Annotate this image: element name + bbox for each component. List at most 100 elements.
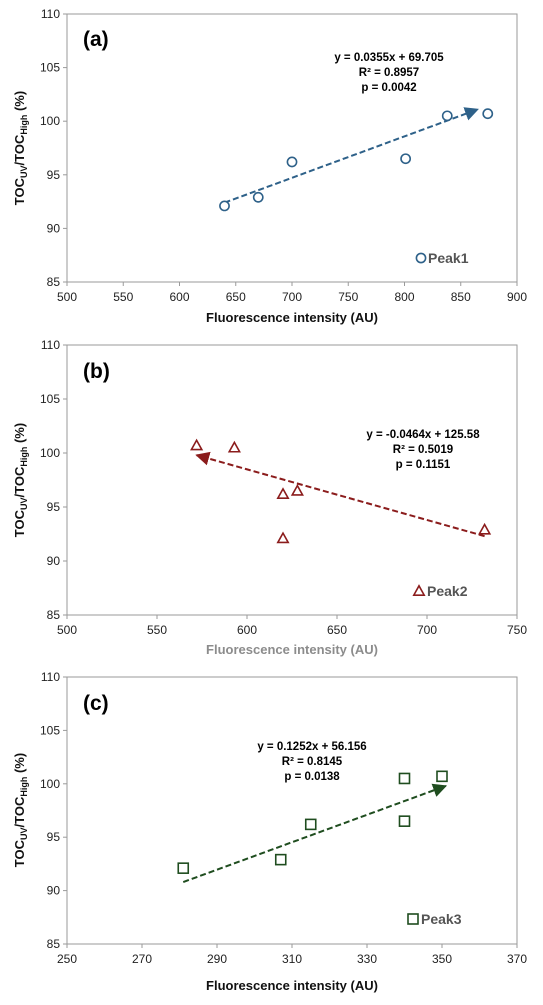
panel-c: 85 90 95 100 105 110 250 270 290 310 330 350 370 (c… bbox=[12, 670, 527, 993]
x-ticks: 500 550 600 650 700 750 800 850 900 bbox=[57, 282, 527, 304]
data-point bbox=[177, 862, 190, 874]
data-point bbox=[274, 853, 287, 866]
x-ticks: 500 550 600 650 700 750 bbox=[57, 615, 527, 637]
data-point bbox=[252, 191, 264, 203]
equation-line: y = -0.0464x + 125.58 bbox=[366, 429, 480, 441]
x-tick-label: 750 bbox=[507, 623, 527, 637]
y-ticks: 85 90 95 100 105 110 bbox=[40, 670, 67, 951]
equation-line: y = 0.1252x + 56.156 bbox=[257, 741, 366, 753]
legend: Peak2 bbox=[412, 583, 468, 599]
data-point bbox=[290, 483, 304, 496]
y-tick-label: 105 bbox=[40, 61, 60, 75]
legend: Peak1 bbox=[415, 250, 469, 266]
x-tick-label: 310 bbox=[282, 952, 302, 966]
y-tick-label: 100 bbox=[40, 446, 60, 460]
trendline-arrow bbox=[224, 107, 479, 204]
x-tick-label: 330 bbox=[357, 952, 377, 966]
x-tick-label: 700 bbox=[282, 290, 302, 304]
r-squared-line: R² = 0.8957 bbox=[359, 67, 419, 79]
legend-label: Peak2 bbox=[427, 583, 468, 599]
x-axis-label: Fluorescence intensity (AU) bbox=[206, 642, 378, 657]
legend-marker bbox=[407, 913, 419, 925]
legend-marker bbox=[412, 584, 426, 596]
legend-swatch bbox=[415, 252, 427, 264]
panel-label: (b) bbox=[83, 360, 110, 383]
x-tick-label: 250 bbox=[57, 952, 77, 966]
p-value-line: p = 0.0138 bbox=[284, 771, 340, 783]
data-point bbox=[441, 110, 453, 122]
x-tick-label: 600 bbox=[169, 290, 189, 304]
panel-a: 85 90 95 100 105 110 500 550 600 650 700 750 800 850… bbox=[12, 7, 527, 325]
y-axis-label: TOCUV/TOCHigh (%) bbox=[12, 423, 29, 537]
x-tick-label: 600 bbox=[237, 623, 257, 637]
data-point bbox=[304, 818, 317, 831]
trendline bbox=[224, 107, 479, 204]
x-ticks: 250 270 290 310 330 350 370 bbox=[57, 944, 527, 966]
x-tick-label: 550 bbox=[147, 623, 167, 637]
panel-b: 85 90 95 100 105 110 500 550 600 650 700 750 (b) y… bbox=[12, 338, 527, 657]
y-ticks: 85 90 95 100 105 110 bbox=[40, 7, 67, 289]
y-tick-label: 110 bbox=[41, 338, 60, 352]
equation-block: y = -0.0464x + 125.58 R² = 0.5019 p = 0.… bbox=[366, 429, 480, 471]
x-axis-label: Fluorescence intensity (AU) bbox=[206, 978, 378, 993]
x-tick-label: 500 bbox=[57, 623, 77, 637]
legend-swatch bbox=[407, 913, 419, 925]
data-point bbox=[436, 770, 448, 783]
data-point bbox=[400, 153, 412, 165]
data-point bbox=[227, 440, 241, 453]
y-tick-label: 105 bbox=[40, 392, 60, 406]
panel-label: (c) bbox=[83, 692, 109, 715]
y-tick-label: 90 bbox=[47, 221, 61, 235]
y-ticks: 85 90 95 100 105 110 bbox=[40, 338, 67, 622]
y-tick-label: 110 bbox=[41, 7, 60, 21]
trendline bbox=[182, 783, 448, 883]
x-tick-label: 650 bbox=[226, 290, 246, 304]
y-tick-label: 85 bbox=[47, 937, 61, 951]
x-tick-label: 650 bbox=[327, 623, 347, 637]
plot-frame bbox=[66, 344, 518, 616]
data-points bbox=[219, 108, 494, 212]
x-tick-label: 700 bbox=[417, 623, 437, 637]
y-tick-label: 95 bbox=[47, 168, 61, 182]
data-point bbox=[190, 438, 204, 451]
x-tick-label: 900 bbox=[507, 290, 527, 304]
data-point bbox=[398, 815, 411, 827]
y-tick-label: 110 bbox=[41, 670, 60, 684]
data-point bbox=[286, 156, 298, 168]
y-tick-label: 85 bbox=[47, 608, 61, 622]
x-tick-label: 500 bbox=[57, 290, 77, 304]
x-tick-label: 550 bbox=[113, 290, 133, 304]
trendline-arrow bbox=[182, 783, 448, 883]
trendline-arrow bbox=[195, 451, 485, 538]
r-squared-line: R² = 0.8145 bbox=[282, 756, 343, 768]
y-tick-label: 95 bbox=[47, 500, 61, 514]
legend-label: Peak3 bbox=[421, 911, 462, 927]
x-tick-label: 290 bbox=[207, 952, 227, 966]
equation-block: y = 0.1252x + 56.156 R² = 0.8145 p = 0.0… bbox=[257, 741, 366, 783]
y-tick-label: 90 bbox=[47, 554, 61, 568]
panel-label: (a) bbox=[83, 28, 109, 51]
legend-swatch bbox=[412, 584, 426, 596]
equation-block: y = 0.0355x + 69.705 R² = 0.8957 p = 0.0… bbox=[334, 52, 444, 94]
legend: Peak3 bbox=[407, 911, 462, 927]
data-point bbox=[398, 772, 411, 785]
y-tick-label: 100 bbox=[40, 777, 60, 791]
plot-frame bbox=[66, 13, 518, 283]
y-axis-label: TOCUV/TOCHigh (%) bbox=[12, 753, 29, 867]
x-axis-label: Fluorescence intensity (AU) bbox=[206, 310, 378, 325]
trendline bbox=[195, 451, 485, 538]
data-points bbox=[177, 770, 448, 874]
x-tick-label: 800 bbox=[394, 290, 414, 304]
data-point bbox=[276, 487, 290, 500]
data-point bbox=[478, 522, 492, 535]
equation-line: y = 0.0355x + 69.705 bbox=[334, 52, 444, 64]
y-tick-label: 95 bbox=[47, 830, 61, 844]
data-point bbox=[219, 200, 230, 212]
x-tick-label: 750 bbox=[338, 290, 358, 304]
y-tick-label: 105 bbox=[40, 723, 60, 737]
r-squared-line: R² = 0.5019 bbox=[393, 444, 453, 456]
y-tick-label: 90 bbox=[47, 884, 61, 898]
p-value-line: p = 0.0042 bbox=[361, 82, 416, 94]
x-tick-label: 270 bbox=[132, 952, 152, 966]
